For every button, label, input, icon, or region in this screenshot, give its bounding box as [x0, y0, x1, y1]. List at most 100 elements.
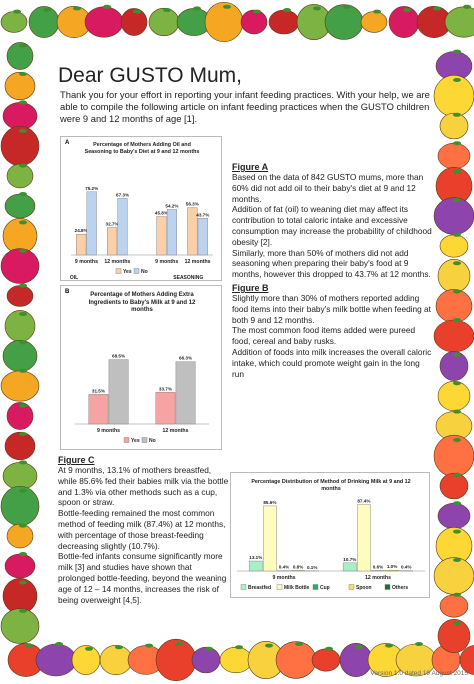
bar — [385, 570, 399, 572]
bar — [88, 394, 109, 425]
fruit-leaf — [19, 580, 27, 585]
fruit-leaf — [453, 49, 461, 54]
value-label: 75.2% — [85, 186, 98, 191]
fruit — [437, 142, 471, 170]
panel-label: A — [65, 140, 70, 146]
fruit-leaf — [453, 529, 461, 534]
paragraph: The most common food items added were pu… — [232, 325, 416, 347]
fruit — [0, 485, 40, 527]
value-label: 24.8% — [75, 228, 88, 233]
paragraph: Bottle-feeding remained the most common … — [58, 508, 226, 551]
figure-heading: Figure C — [58, 455, 95, 465]
fruit-leaf — [453, 289, 461, 294]
fruit — [439, 472, 469, 500]
x-tick-label: 12 months — [185, 259, 211, 265]
fruit — [0, 370, 40, 402]
legend-label: Others — [392, 585, 408, 591]
fruit — [0, 11, 28, 33]
fruit-leaf — [25, 643, 33, 648]
fruit-leaf — [19, 220, 27, 225]
fruit — [444, 6, 474, 38]
fruit-leaf — [453, 409, 461, 414]
x-tick-label: 9 months — [97, 428, 120, 434]
fruit-leaf — [453, 501, 461, 506]
bar — [187, 207, 198, 256]
fruit-leaf — [433, 6, 441, 11]
bar — [86, 191, 97, 256]
fruit — [148, 7, 180, 37]
bar — [342, 562, 357, 572]
fruit — [2, 340, 38, 372]
legend-swatch — [115, 268, 122, 274]
paragraph: Slightly more than 30% of mothers report… — [232, 293, 431, 325]
paragraph: Based on the data of 842 GUSTO mums, mor… — [232, 172, 424, 204]
bar — [263, 505, 277, 572]
fruit-leaf — [19, 403, 27, 408]
bar — [175, 361, 196, 425]
fruit-leaf — [205, 646, 213, 651]
intro: Thank you for your effort in reporting y… — [60, 89, 430, 124]
legend-label: Spoon — [356, 585, 372, 591]
fruit-leaf — [385, 643, 393, 648]
legend-swatch — [240, 584, 247, 590]
bar — [166, 209, 177, 256]
fruit-leaf — [453, 198, 461, 202]
fruit — [6, 402, 34, 430]
fruit-leaf — [463, 4, 471, 9]
fruit-leaf — [373, 9, 381, 14]
fruit-leaf — [19, 432, 27, 436]
fruit-leaf — [133, 9, 141, 14]
paragraph: Similarly, more than 50% of mothers did … — [232, 247, 431, 280]
chart-plot: 31.5% 68.5% 9 months 33.7% 66.3% 12 months Yes… — [75, 354, 209, 444]
figure-b-text: Figure B Slightly more than 30% of mothe… — [232, 283, 432, 379]
group-label: OIL — [70, 275, 78, 280]
fruit — [84, 6, 124, 38]
bar — [108, 359, 129, 425]
fruit — [311, 648, 341, 672]
legend-swatch — [276, 584, 283, 590]
chart-title: Percentage of Mothers Adding Extra Ingre… — [88, 292, 196, 313]
value-label: 31.5% — [92, 388, 105, 393]
fruit — [4, 553, 36, 579]
chart-b: B Percentage of Mothers Adding Extra Ing… — [60, 285, 222, 450]
fruit — [6, 285, 34, 307]
fruit-leaf — [415, 642, 423, 646]
legend-label: No — [141, 269, 148, 275]
value-label: 0.6% — [373, 565, 383, 570]
paragraph: Addition of fat (oil) to weaning diet ma… — [232, 204, 432, 247]
value-label: 13.1% — [249, 555, 262, 560]
bar — [76, 233, 87, 256]
fruit-leaf — [19, 340, 27, 345]
fruit — [6, 163, 34, 189]
value-label: 45.8% — [155, 211, 168, 216]
fruit — [437, 380, 471, 412]
fruit-leaf — [453, 592, 461, 597]
bar — [156, 216, 167, 256]
value-label: 43.7% — [196, 212, 209, 217]
fruit-leaf — [453, 472, 461, 477]
fruit-leaf — [19, 608, 27, 613]
fruit-leaf — [103, 4, 111, 9]
x-tick-label: 12 months — [365, 575, 391, 581]
fruit-leaf — [453, 318, 461, 322]
bar — [107, 227, 118, 256]
fruit-leaf — [19, 552, 27, 556]
fruit-leaf — [235, 645, 243, 650]
value-label: 1.0% — [387, 564, 397, 569]
group-label: SEASONING — [173, 275, 203, 280]
footer: Version 1.0 dated 19 August 2015 — [370, 670, 468, 677]
legend-swatch — [348, 584, 355, 590]
paragraph: At 9 months, 13.1% of mothers breastfed,… — [58, 465, 229, 508]
fruit-leaf — [453, 621, 461, 626]
legend-swatch — [141, 437, 148, 443]
fruit — [0, 125, 40, 167]
fruit-leaf — [453, 558, 461, 562]
fruit-leaf — [403, 8, 411, 12]
fruit — [433, 319, 474, 353]
fruit-leaf — [19, 43, 27, 48]
fruit-leaf — [19, 283, 27, 288]
x-tick-label: 12 months — [163, 428, 189, 434]
bar — [197, 218, 208, 256]
